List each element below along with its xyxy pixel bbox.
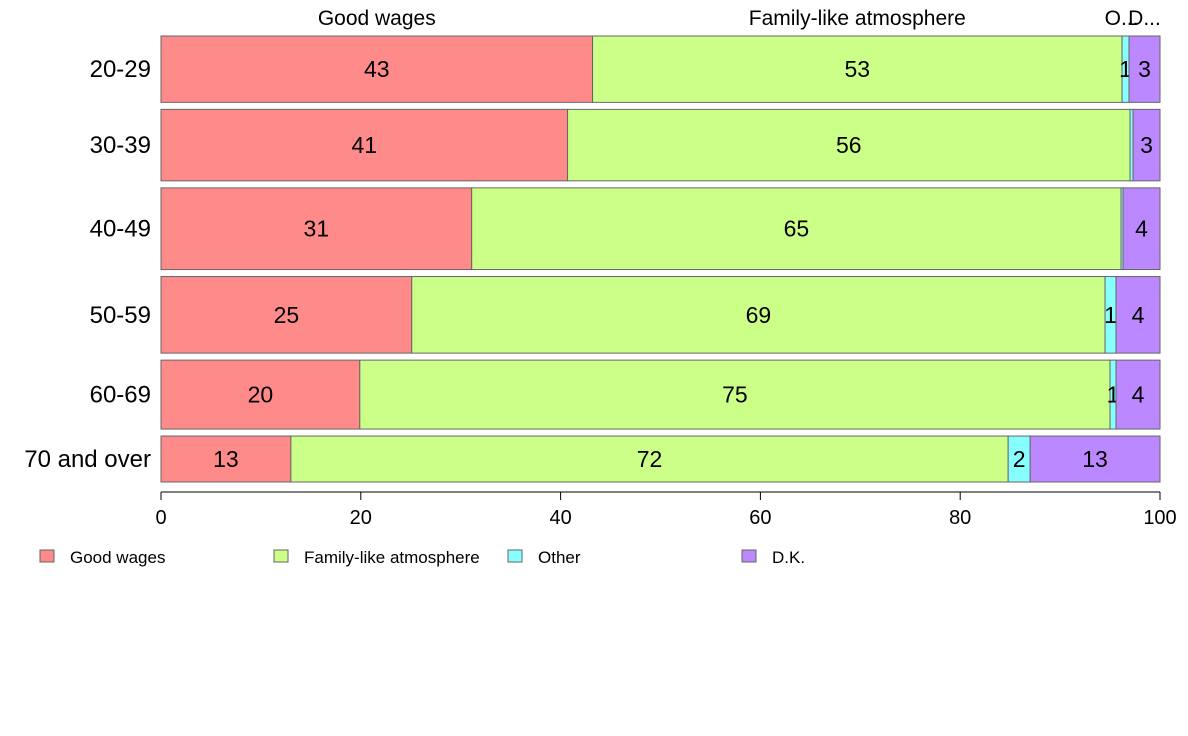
data-label: 75	[722, 382, 748, 408]
legend-label: Family-like atmosphere	[304, 548, 480, 567]
legend-swatch	[507, 549, 523, 563]
x-tick-label: 20	[350, 507, 372, 529]
top-series-label: O...	[1105, 7, 1139, 30]
x-tick-label: 80	[949, 507, 971, 529]
bar-segment	[160, 276, 413, 354]
bar-segment	[471, 187, 1122, 271]
data-label: 65	[784, 216, 810, 242]
legend-swatch	[273, 549, 289, 563]
row-label: 30-39	[90, 132, 151, 159]
data-label: 3	[1140, 132, 1153, 158]
legend-swatch	[39, 549, 55, 563]
legend-label: D.K.	[772, 548, 805, 567]
bar-segment	[411, 276, 1106, 354]
x-tick-label: 60	[749, 507, 771, 529]
data-label: 25	[274, 302, 300, 328]
x-tick-label: 100	[1143, 507, 1176, 529]
data-label: 13	[1082, 446, 1108, 472]
bar-segment	[567, 108, 1131, 182]
data-label: 72	[637, 446, 663, 472]
data-label: 13	[213, 446, 239, 472]
x-tick-label: 0	[155, 507, 166, 529]
row-label: 60-69	[90, 382, 151, 409]
data-label: 2	[1013, 446, 1026, 472]
bar-segment	[160, 435, 292, 483]
data-label: 4	[1135, 216, 1148, 242]
bar-segment	[160, 187, 473, 271]
row-label: 70 and over	[24, 446, 151, 473]
row-label: 40-49	[90, 216, 151, 243]
top-series-label: Good wages	[318, 7, 436, 30]
data-label: 20	[248, 382, 274, 408]
bar-segment	[1122, 187, 1161, 271]
top-series-label: Family-like atmosphere	[749, 7, 966, 30]
bar-segment	[1115, 359, 1161, 430]
bar-segment	[1132, 108, 1161, 182]
data-label: 4	[1132, 302, 1145, 328]
data-label: 69	[746, 302, 772, 328]
bar-segment	[290, 435, 1009, 483]
bar-segment	[1128, 35, 1161, 103]
bar-segment	[1029, 435, 1161, 483]
data-label: 31	[304, 216, 330, 242]
data-label: 4	[1132, 382, 1145, 408]
data-label: 41	[351, 132, 377, 158]
data-label: 43	[364, 56, 390, 82]
bar-segment	[160, 108, 569, 182]
bar-segment	[1115, 276, 1161, 354]
legend-swatch	[741, 549, 757, 563]
row-label: 50-59	[90, 302, 151, 329]
bar-segment	[592, 35, 1123, 103]
bar-segment	[359, 359, 1111, 430]
top-series-label: D...	[1128, 7, 1161, 30]
data-label: 53	[845, 56, 871, 82]
data-label: 1	[1104, 302, 1117, 328]
legend-label: Other	[538, 548, 581, 567]
bar-segment	[160, 359, 361, 430]
legend-label: Good wages	[70, 548, 165, 567]
data-label: 56	[836, 132, 862, 158]
data-label: 3	[1138, 56, 1151, 82]
row-label: 20-29	[90, 56, 151, 83]
x-tick-label: 40	[549, 507, 571, 529]
